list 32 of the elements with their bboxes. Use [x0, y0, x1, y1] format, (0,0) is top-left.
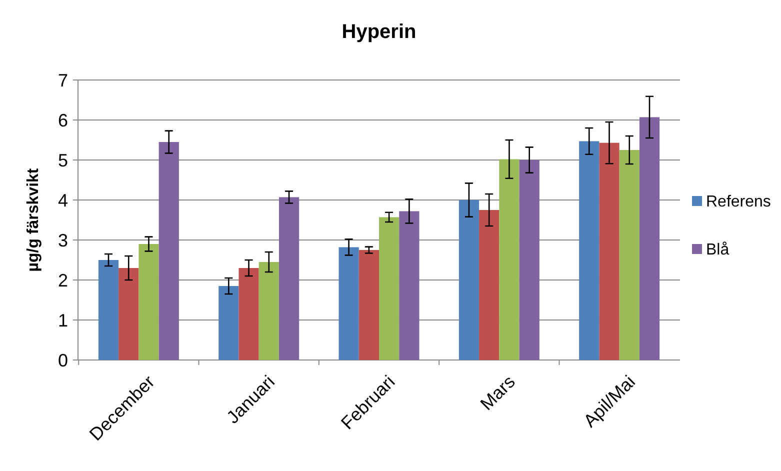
- bar: [399, 211, 420, 360]
- bar: [579, 141, 600, 360]
- bar: [519, 160, 540, 360]
- bar: [639, 117, 660, 360]
- bar: [218, 286, 239, 360]
- legend-label: Referens: [706, 194, 771, 211]
- bar: [338, 247, 359, 360]
- bar: [118, 268, 139, 360]
- y-tick-label: 4: [58, 190, 68, 210]
- bar: [479, 210, 500, 360]
- bar: [258, 262, 279, 360]
- y-tick-label: 5: [58, 150, 68, 170]
- bar: [358, 250, 379, 360]
- y-tick-label: 2: [58, 270, 68, 290]
- y-tick-label: 3: [58, 230, 68, 250]
- bar: [238, 268, 259, 360]
- bar: [619, 150, 640, 360]
- bar: [278, 197, 300, 360]
- bar: [98, 260, 119, 360]
- bar: [499, 159, 520, 360]
- y-tick-label: 6: [58, 110, 68, 130]
- y-tick-label: 0: [58, 350, 68, 370]
- bar: [458, 200, 480, 360]
- bar: [158, 142, 179, 360]
- chart-title: Hyperin: [342, 21, 416, 43]
- y-tick-label: 1: [58, 310, 68, 330]
- y-axis-title: µg/g färskvikt: [25, 168, 42, 272]
- legend-label: Blå: [706, 242, 730, 259]
- bar: [599, 142, 620, 360]
- bar: [379, 217, 400, 360]
- bar: [138, 244, 159, 360]
- y-tick-label: 7: [58, 70, 68, 90]
